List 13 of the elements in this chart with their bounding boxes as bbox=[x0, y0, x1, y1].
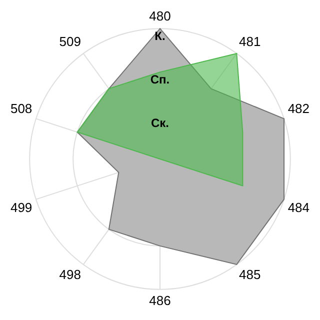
spoke-label: 486 bbox=[149, 292, 171, 308]
y-tick-label: К. bbox=[154, 28, 166, 43]
spoke-label: 481 bbox=[239, 34, 261, 50]
y-tick-label: Сп. bbox=[150, 72, 170, 86]
spoke-label: 482 bbox=[288, 101, 310, 116]
spoke-label: 508 bbox=[10, 101, 32, 116]
spoke-label: 484 bbox=[288, 200, 310, 215]
spoke-label: 509 bbox=[59, 34, 81, 50]
y-tick-label: Ск. bbox=[150, 116, 170, 130]
spoke-label: 499 bbox=[10, 200, 32, 215]
spoke-label: 480 bbox=[149, 8, 171, 24]
spoke-label: 498 bbox=[59, 267, 81, 282]
spoke-label: 485 bbox=[239, 267, 261, 282]
